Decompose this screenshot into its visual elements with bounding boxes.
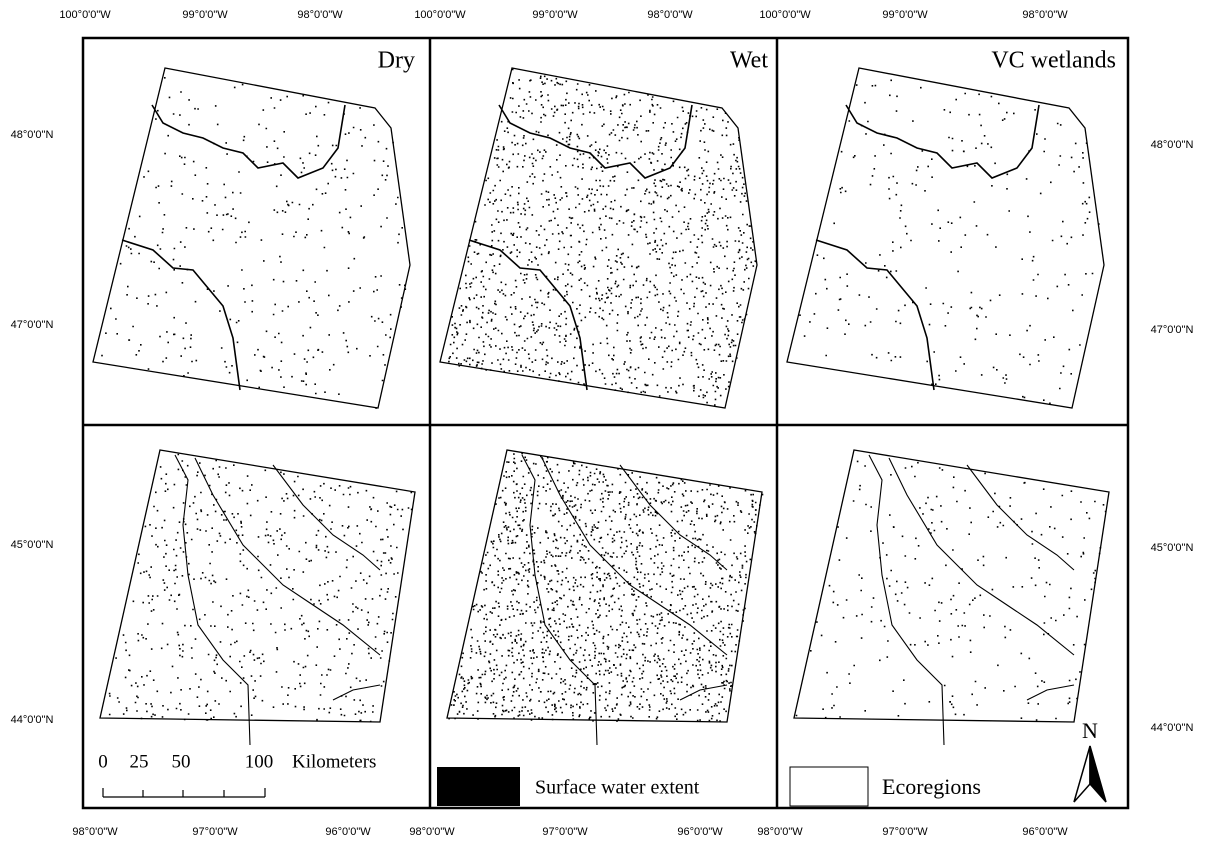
legend-swatch <box>437 767 520 806</box>
legend-label: Surface water extent <box>535 777 700 799</box>
region-outline <box>793 449 1110 723</box>
ecoregion-boundary <box>868 454 945 746</box>
ecoregion-boundary <box>194 457 381 656</box>
latitude-label: 48°0'0"N <box>11 129 54 141</box>
map-panel <box>92 67 411 409</box>
ecoregion-boundary <box>815 239 935 391</box>
water-points <box>448 452 764 722</box>
latitude-label: 48°0'0"N <box>1151 139 1194 151</box>
latitude-label: 45°0'0"N <box>1151 542 1194 554</box>
longitude-label: 96°0'0"W <box>1022 826 1068 838</box>
ecoregion-boundary <box>966 464 1075 571</box>
region-outline <box>439 67 758 409</box>
region-outline <box>786 67 1105 409</box>
longitude-label: 97°0'0"W <box>542 826 588 838</box>
scale-unit: Kilometers <box>292 751 376 772</box>
scale-bar <box>102 788 266 798</box>
ecoregion-boundary <box>151 104 346 179</box>
labels: 100°0'0"W 99°0'0"W 98°0'0"W 100°0'0"W 99°0'0… <box>11 9 1194 838</box>
latitude-label: 44°0'0"N <box>11 714 54 726</box>
longitude-label: 96°0'0"W <box>677 826 723 838</box>
ecoregion-boundary <box>521 454 598 746</box>
longitude-label: 99°0'0"W <box>882 9 928 21</box>
map-panel <box>439 67 758 409</box>
ecoregion-boundary <box>332 684 381 701</box>
ecoregion-boundary <box>498 104 693 179</box>
ecoregion-boundary <box>121 239 241 391</box>
region-outline <box>446 449 763 723</box>
water-points <box>108 453 413 723</box>
panel-title: VC wetlands <box>991 48 1116 74</box>
ecoregion-boundary <box>174 454 251 746</box>
map-panel <box>99 449 416 746</box>
latitude-label: 47°0'0"N <box>1151 324 1194 336</box>
map-panel <box>446 449 764 746</box>
longitude-label: 98°0'0"W <box>757 826 803 838</box>
scale-label: 100 <box>245 751 274 772</box>
legend-label: Ecoregions <box>882 774 981 799</box>
ecoregion-boundary <box>845 104 1040 179</box>
scale-label: 50 <box>172 751 191 772</box>
north-arrow <box>1073 745 1107 803</box>
longitude-label: 99°0'0"W <box>532 9 578 21</box>
latitude-label: 45°0'0"N <box>11 539 54 551</box>
longitude-label: 99°0'0"W <box>182 9 228 21</box>
longitude-label: 97°0'0"W <box>882 826 928 838</box>
panel-title: Dry <box>378 48 415 74</box>
scale-label: 25 <box>130 751 149 772</box>
panel-title: Wet <box>730 48 768 74</box>
longitude-label: 98°0'0"W <box>647 9 693 21</box>
longitude-label: 96°0'0"W <box>325 826 371 838</box>
ecoregion-boundary <box>272 464 381 571</box>
ecoregion-boundary <box>679 684 728 701</box>
region-outline <box>92 67 411 409</box>
longitude-label: 98°0'0"W <box>72 826 118 838</box>
longitude-label: 100°0'0"W <box>414 9 466 21</box>
panels <box>92 67 1110 746</box>
frame <box>81 36 1130 810</box>
scale-label: 0 <box>98 751 108 772</box>
latitude-label: 47°0'0"N <box>11 319 54 331</box>
ecoregion-boundary <box>1026 684 1075 701</box>
longitude-label: 98°0'0"W <box>297 9 343 21</box>
ecoregion-boundary <box>541 457 728 656</box>
longitude-label: 98°0'0"W <box>409 826 455 838</box>
longitude-label: 98°0'0"W <box>1022 9 1068 21</box>
ecoregion-boundary <box>888 457 1075 656</box>
longitude-label: 97°0'0"W <box>192 826 238 838</box>
map-panel <box>793 449 1110 746</box>
legend-swatch <box>789 766 869 807</box>
region-outline <box>99 449 416 723</box>
north-label: N <box>1082 718 1098 743</box>
latitude-label: 44°0'0"N <box>1151 722 1194 734</box>
longitude-label: 100°0'0"W <box>759 9 811 21</box>
map-panel <box>786 67 1105 409</box>
longitude-label: 100°0'0"W <box>59 9 111 21</box>
ecoregion-boundary <box>619 464 728 571</box>
